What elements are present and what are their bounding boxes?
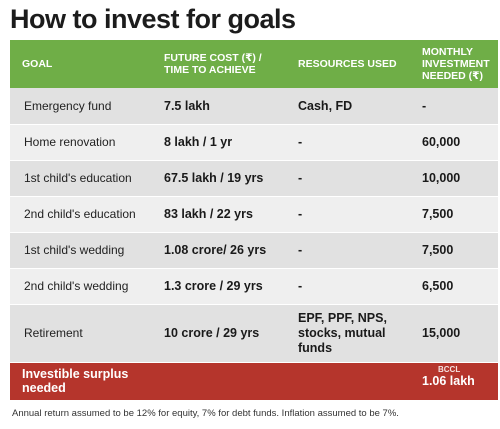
table-row: Retirement 10 crore / 29 yrs EPF, PPF, N…: [10, 304, 498, 363]
cell-goal: Emergency fund: [10, 88, 154, 125]
table-row: Emergency fund 7.5 lakh Cash, FD -: [10, 88, 498, 125]
cell-goal: 2nd child's education: [10, 196, 154, 233]
cell-monthly: -: [412, 88, 498, 125]
cell-resources: -: [288, 268, 412, 305]
cell-monthly: 7,500: [412, 196, 498, 233]
cell-goal: Retirement: [10, 304, 154, 363]
header-future-cost: FUTURE COST (₹) / TIME TO ACHIEVE: [164, 52, 262, 76]
cell-cost: 1.3 crore / 29 yrs: [154, 268, 288, 305]
cell-cost: 1.08 crore/ 26 yrs: [154, 232, 288, 269]
header-resources: RESOURCES USED: [298, 58, 397, 70]
cell-resources: -: [288, 232, 412, 269]
page-title: How to invest for goals: [10, 4, 296, 34]
table-row: 2nd child's education 83 lakh / 22 yrs -…: [10, 196, 498, 233]
cell-resources: Cash, FD: [288, 88, 412, 125]
header-goal: GOAL: [22, 58, 53, 70]
footnote: Annual return assumed to be 12% for equi…: [12, 408, 399, 419]
cell-resources: -: [288, 160, 412, 197]
cell-cost: 67.5 lakh / 19 yrs: [154, 160, 288, 197]
table-row: Home renovation 8 lakh / 1 yr - 60,000: [10, 124, 498, 161]
cell-goal: 2nd child's wedding: [10, 268, 154, 305]
cell-monthly: 10,000: [412, 160, 498, 197]
cell-cost: 7.5 lakh: [154, 88, 288, 125]
cell-monthly: 6,500: [412, 268, 498, 305]
goals-table: GOAL FUTURE COST (₹) / TIME TO ACHIEVE R…: [10, 40, 498, 400]
surplus-row: Investible surplus needed 1.06 lakh: [10, 362, 498, 400]
cell-goal: Home renovation: [10, 124, 154, 161]
header-monthly-investment: MONTHLY INVESTMENT NEEDED (₹): [422, 46, 490, 82]
surplus-label-text: Investible surplus needed: [22, 367, 129, 396]
table-row: 2nd child's wedding 1.3 crore / 29 yrs -…: [10, 268, 498, 305]
cell-monthly: 15,000: [412, 304, 498, 363]
cell-resources: EPF, PPF, NPS, stocks, mutual funds: [288, 304, 412, 363]
cell-resources: -: [288, 124, 412, 161]
surplus-label: Investible surplus needed: [10, 362, 412, 400]
cell-goal: 1st child's education: [10, 160, 154, 197]
surplus-value: 1.06 lakh: [422, 374, 475, 389]
table-row: 1st child's wedding 1.08 crore/ 26 yrs -…: [10, 232, 498, 269]
cell-cost: 10 crore / 29 yrs: [154, 304, 288, 363]
cell-cost: 8 lakh / 1 yr: [154, 124, 288, 161]
cell-cost: 83 lakh / 22 yrs: [154, 196, 288, 233]
cell-monthly: 60,000: [412, 124, 498, 161]
table-row: 1st child's education 67.5 lakh / 19 yrs…: [10, 160, 498, 197]
cell-goal: 1st child's wedding: [10, 232, 154, 269]
cell-monthly: 7,500: [412, 232, 498, 269]
watermark: BCCL: [438, 365, 461, 374]
table-header: GOAL FUTURE COST (₹) / TIME TO ACHIEVE R…: [10, 40, 498, 88]
cell-resources: -: [288, 196, 412, 233]
